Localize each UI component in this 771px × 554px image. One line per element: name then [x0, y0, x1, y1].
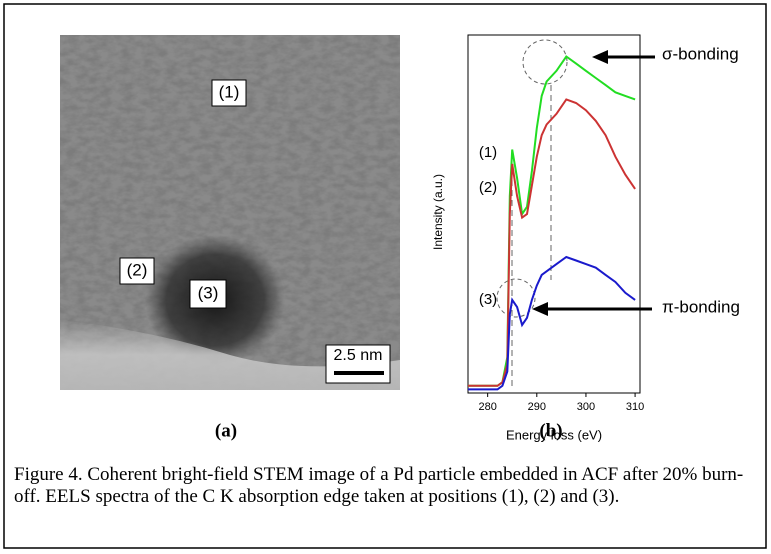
label-box	[189, 279, 227, 309]
spectrum-line	[468, 55, 636, 387]
plot-frame	[467, 34, 641, 394]
x-axis-label: Energy loss (eV)	[506, 427, 602, 442]
series-label: (1)	[479, 144, 497, 161]
scale-label: 2.5 nm	[334, 347, 383, 364]
figure-caption: Figure 4. Coherent bright-field STEM ima…	[14, 464, 744, 507]
x-tick-label: 280	[478, 401, 496, 413]
position-label: (3)	[198, 283, 219, 302]
highlight-circle	[522, 39, 568, 85]
annotation: σ-bonding	[662, 44, 739, 63]
series-label: (2)	[479, 179, 497, 196]
series-label: (3)	[479, 291, 497, 308]
label-box	[211, 79, 247, 107]
position-label: (1)	[219, 82, 240, 101]
panel-caption: (a)	[215, 420, 237, 441]
spectrum-line	[468, 98, 636, 387]
scale-box	[325, 344, 391, 384]
annotation: π-bonding	[662, 297, 740, 316]
x-tick-label: 290	[528, 401, 546, 413]
arrow-head	[592, 50, 608, 64]
label-box	[119, 257, 155, 285]
x-tick-label: 310	[626, 401, 644, 413]
y-axis-label: Intensity (a.u.)	[431, 174, 445, 250]
arrow-head	[532, 302, 548, 316]
frame	[3, 3, 767, 549]
panel-caption: (b)	[539, 420, 562, 441]
highlight-circle	[496, 278, 536, 318]
x-tick-label: 300	[577, 401, 595, 413]
spectrum-line	[468, 255, 636, 391]
position-label: (2)	[127, 260, 148, 279]
